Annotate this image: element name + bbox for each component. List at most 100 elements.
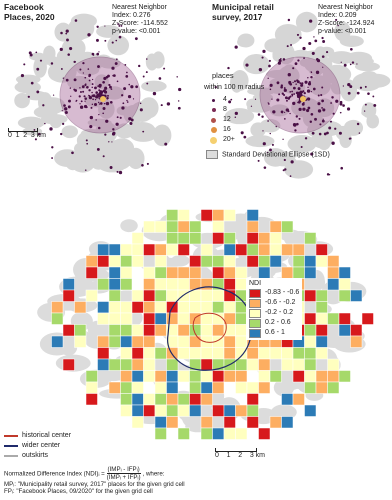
grid-cell — [154, 220, 167, 233]
grid-cell — [120, 381, 133, 394]
place-dot — [98, 93, 101, 96]
grid-cell — [338, 324, 351, 337]
map-title: Facebook Places, 2020 — [4, 2, 55, 22]
place-dot — [335, 99, 339, 103]
place-dot — [292, 67, 295, 70]
grid-cell — [131, 243, 144, 256]
place-dot — [95, 95, 99, 99]
place-dot — [335, 18, 338, 21]
grid-cell — [189, 335, 202, 348]
place-dot — [91, 78, 94, 81]
place-dot — [73, 88, 76, 91]
place-dot — [102, 155, 105, 158]
place-dot — [166, 102, 171, 106]
grid-cell — [85, 370, 98, 383]
place-dot — [82, 90, 85, 93]
grid-cell — [97, 278, 110, 291]
place-dot — [258, 67, 263, 72]
grid-cell — [177, 232, 190, 245]
place-dot — [234, 116, 237, 118]
grid-cell — [62, 289, 75, 302]
place-dot — [96, 25, 99, 28]
place-dot — [307, 86, 309, 89]
grid-cell — [223, 416, 236, 429]
grid-cell — [304, 232, 317, 245]
grid-cell — [189, 266, 202, 279]
grid-cell — [74, 324, 87, 337]
place-dot — [332, 112, 335, 115]
place-dot — [367, 92, 370, 95]
place-dot — [67, 105, 71, 109]
grid-cell — [166, 381, 179, 394]
urban-area — [141, 80, 167, 92]
place-dot — [86, 85, 89, 89]
place-dot — [91, 91, 93, 94]
grid-cell — [143, 335, 156, 348]
place-dot — [160, 104, 163, 107]
grid-cell — [177, 370, 190, 383]
place-dot — [309, 120, 313, 123]
grid-cell — [315, 301, 328, 314]
place-dot — [278, 93, 281, 96]
place-dot — [307, 77, 309, 79]
place-dot — [315, 70, 320, 75]
grid-cell — [315, 255, 328, 268]
legend-line — [4, 435, 18, 437]
place-dot — [105, 119, 109, 123]
legend-subtitle: within 100 m radius — [204, 84, 265, 91]
place-dot — [118, 35, 122, 39]
place-dot — [348, 137, 351, 140]
urban-area — [98, 160, 126, 173]
place-dot — [323, 132, 327, 136]
grid-cell — [189, 289, 202, 302]
grid-cell — [281, 347, 294, 360]
place-dot — [23, 63, 26, 66]
grid-cell — [212, 381, 225, 394]
place-dot — [303, 57, 305, 60]
place-dot — [262, 142, 266, 146]
grid-cell — [223, 370, 236, 383]
place-dot — [339, 102, 343, 106]
place-dot — [346, 107, 351, 111]
place-dot — [276, 98, 280, 102]
place-dot — [326, 131, 329, 135]
urban-area — [17, 78, 34, 89]
place-dot — [310, 90, 312, 93]
grid-cell — [143, 393, 156, 406]
place-dot — [350, 47, 353, 51]
place-dot — [234, 111, 238, 115]
grid-cell — [131, 335, 144, 348]
grid-cell — [258, 347, 271, 360]
grid-cell — [189, 404, 202, 417]
place-dot — [282, 58, 286, 61]
grid-cell — [246, 220, 259, 233]
place-dot — [130, 85, 134, 89]
scale-label: 0 — [8, 132, 12, 139]
place-dot — [125, 75, 129, 78]
place-dot — [70, 95, 72, 97]
place-dot — [121, 106, 125, 110]
grid-cell — [189, 381, 202, 394]
place-dot — [138, 64, 141, 68]
place-dot — [297, 59, 300, 62]
urban-area — [308, 75, 332, 96]
place-dot — [51, 146, 54, 149]
place-dot — [92, 54, 95, 56]
grid-cell — [108, 266, 121, 279]
grid-cell — [304, 289, 317, 302]
legend-row: 0.2 - 0.6 — [249, 318, 299, 328]
place-dot — [111, 41, 114, 44]
place-dot — [267, 120, 269, 122]
urban-area — [17, 116, 45, 129]
grid-cell — [200, 301, 213, 314]
place-dot — [267, 102, 269, 104]
grid-cell — [189, 232, 202, 245]
place-dot — [296, 33, 300, 37]
place-dot — [108, 83, 111, 87]
grid-cell — [131, 324, 144, 337]
place-dot — [349, 63, 352, 66]
place-dot — [342, 85, 345, 87]
grid-cell — [108, 324, 121, 337]
grid-cell — [200, 289, 213, 302]
